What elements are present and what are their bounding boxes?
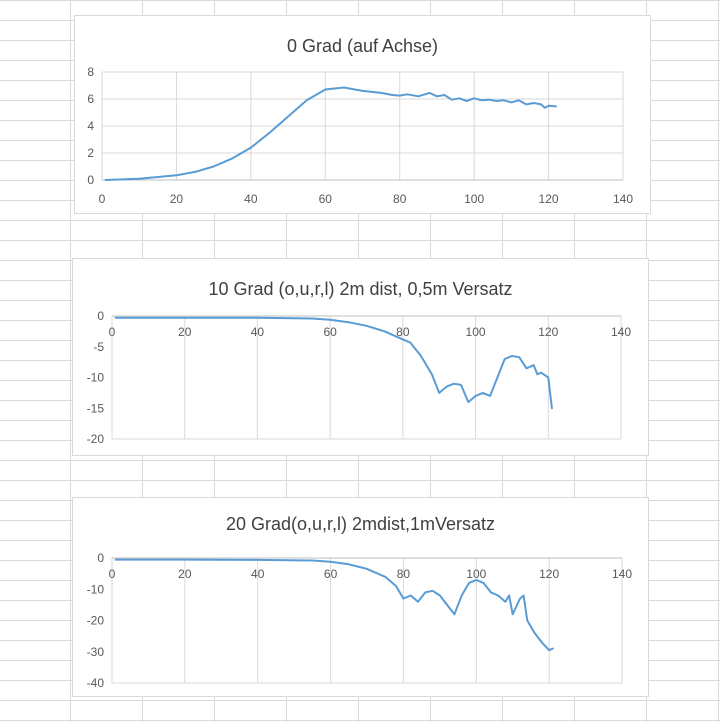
x-tick-label: 100 bbox=[466, 567, 486, 581]
y-tick-label: -15 bbox=[87, 401, 105, 415]
chart-plot: 0 -10 -20 -30 -40 0 20 40 60 80 100 120 140 bbox=[87, 551, 633, 690]
y-tick-label: -20 bbox=[87, 614, 105, 628]
x-tick-label: 80 bbox=[397, 567, 411, 581]
chart-20-grad: 20 Grad(o,u,r,l) 2mdist,1mVersatz 0 -10 -2… bbox=[72, 497, 649, 697]
x-tick-label: 20 bbox=[170, 192, 184, 206]
y-tick-label: -40 bbox=[87, 676, 105, 690]
y-tick-label: 2 bbox=[87, 146, 94, 160]
chart-plot: 0 -5 -10 -15 -20 0 20 40 60 80 100 120 140 bbox=[87, 309, 632, 446]
y-tick-label: -30 bbox=[87, 645, 105, 659]
x-tick-label: 120 bbox=[539, 192, 559, 206]
chart-title: 20 Grad(o,u,r,l) 2mdist,1mVersatz bbox=[225, 514, 496, 534]
chart-10-grad: 10 Grad (o,u,r,l) 2m dist, 0,5m Versatz … bbox=[72, 258, 649, 456]
y-tick-label: 4 bbox=[87, 119, 94, 133]
x-tick-label: 140 bbox=[612, 567, 632, 581]
y-tick-label: 0 bbox=[97, 551, 104, 565]
x-tick-label: 0 bbox=[109, 325, 116, 339]
x-tick-label: 60 bbox=[319, 192, 333, 206]
x-tick-label: 80 bbox=[396, 325, 410, 339]
series-line bbox=[114, 558, 554, 652]
y-tick-label: 8 bbox=[87, 65, 94, 79]
x-tick-label: 40 bbox=[251, 325, 265, 339]
y-tick-label: 6 bbox=[87, 92, 94, 106]
x-tick-label: 20 bbox=[178, 325, 192, 339]
y-tick-label: -5 bbox=[93, 340, 104, 354]
y-tick-label: -10 bbox=[87, 371, 105, 385]
x-tick-label: 120 bbox=[539, 567, 559, 581]
y-tick-label: -10 bbox=[87, 582, 105, 596]
x-tick-label: 120 bbox=[538, 325, 558, 339]
chart-title: 0 Grad (auf Achse) bbox=[286, 36, 439, 56]
chart-title: 10 Grad (o,u,r,l) 2m dist, 0,5m Versatz bbox=[208, 279, 513, 299]
x-tick-label: 80 bbox=[393, 192, 407, 206]
y-tick-label: 0 bbox=[87, 173, 94, 187]
x-tick-label: 100 bbox=[464, 192, 484, 206]
x-tick-label: 100 bbox=[466, 325, 486, 339]
chart-0-grad: 0 Grad (auf Achse) 0 2 4 6 8 0 20 40 60 80 100 120 1… bbox=[74, 15, 651, 214]
x-tick-label: 40 bbox=[244, 192, 258, 206]
y-tick-label: -20 bbox=[87, 432, 105, 446]
y-tick-label: 0 bbox=[97, 309, 104, 323]
x-tick-label: 0 bbox=[99, 192, 106, 206]
x-tick-label: 140 bbox=[611, 325, 631, 339]
x-tick-label: 40 bbox=[251, 567, 265, 581]
x-tick-label: 0 bbox=[109, 567, 116, 581]
x-tick-label: 140 bbox=[613, 192, 633, 206]
x-tick-label: 60 bbox=[323, 325, 337, 339]
x-tick-label: 60 bbox=[324, 567, 338, 581]
series-line bbox=[114, 316, 553, 410]
series-line bbox=[104, 86, 557, 181]
x-tick-label: 20 bbox=[178, 567, 192, 581]
